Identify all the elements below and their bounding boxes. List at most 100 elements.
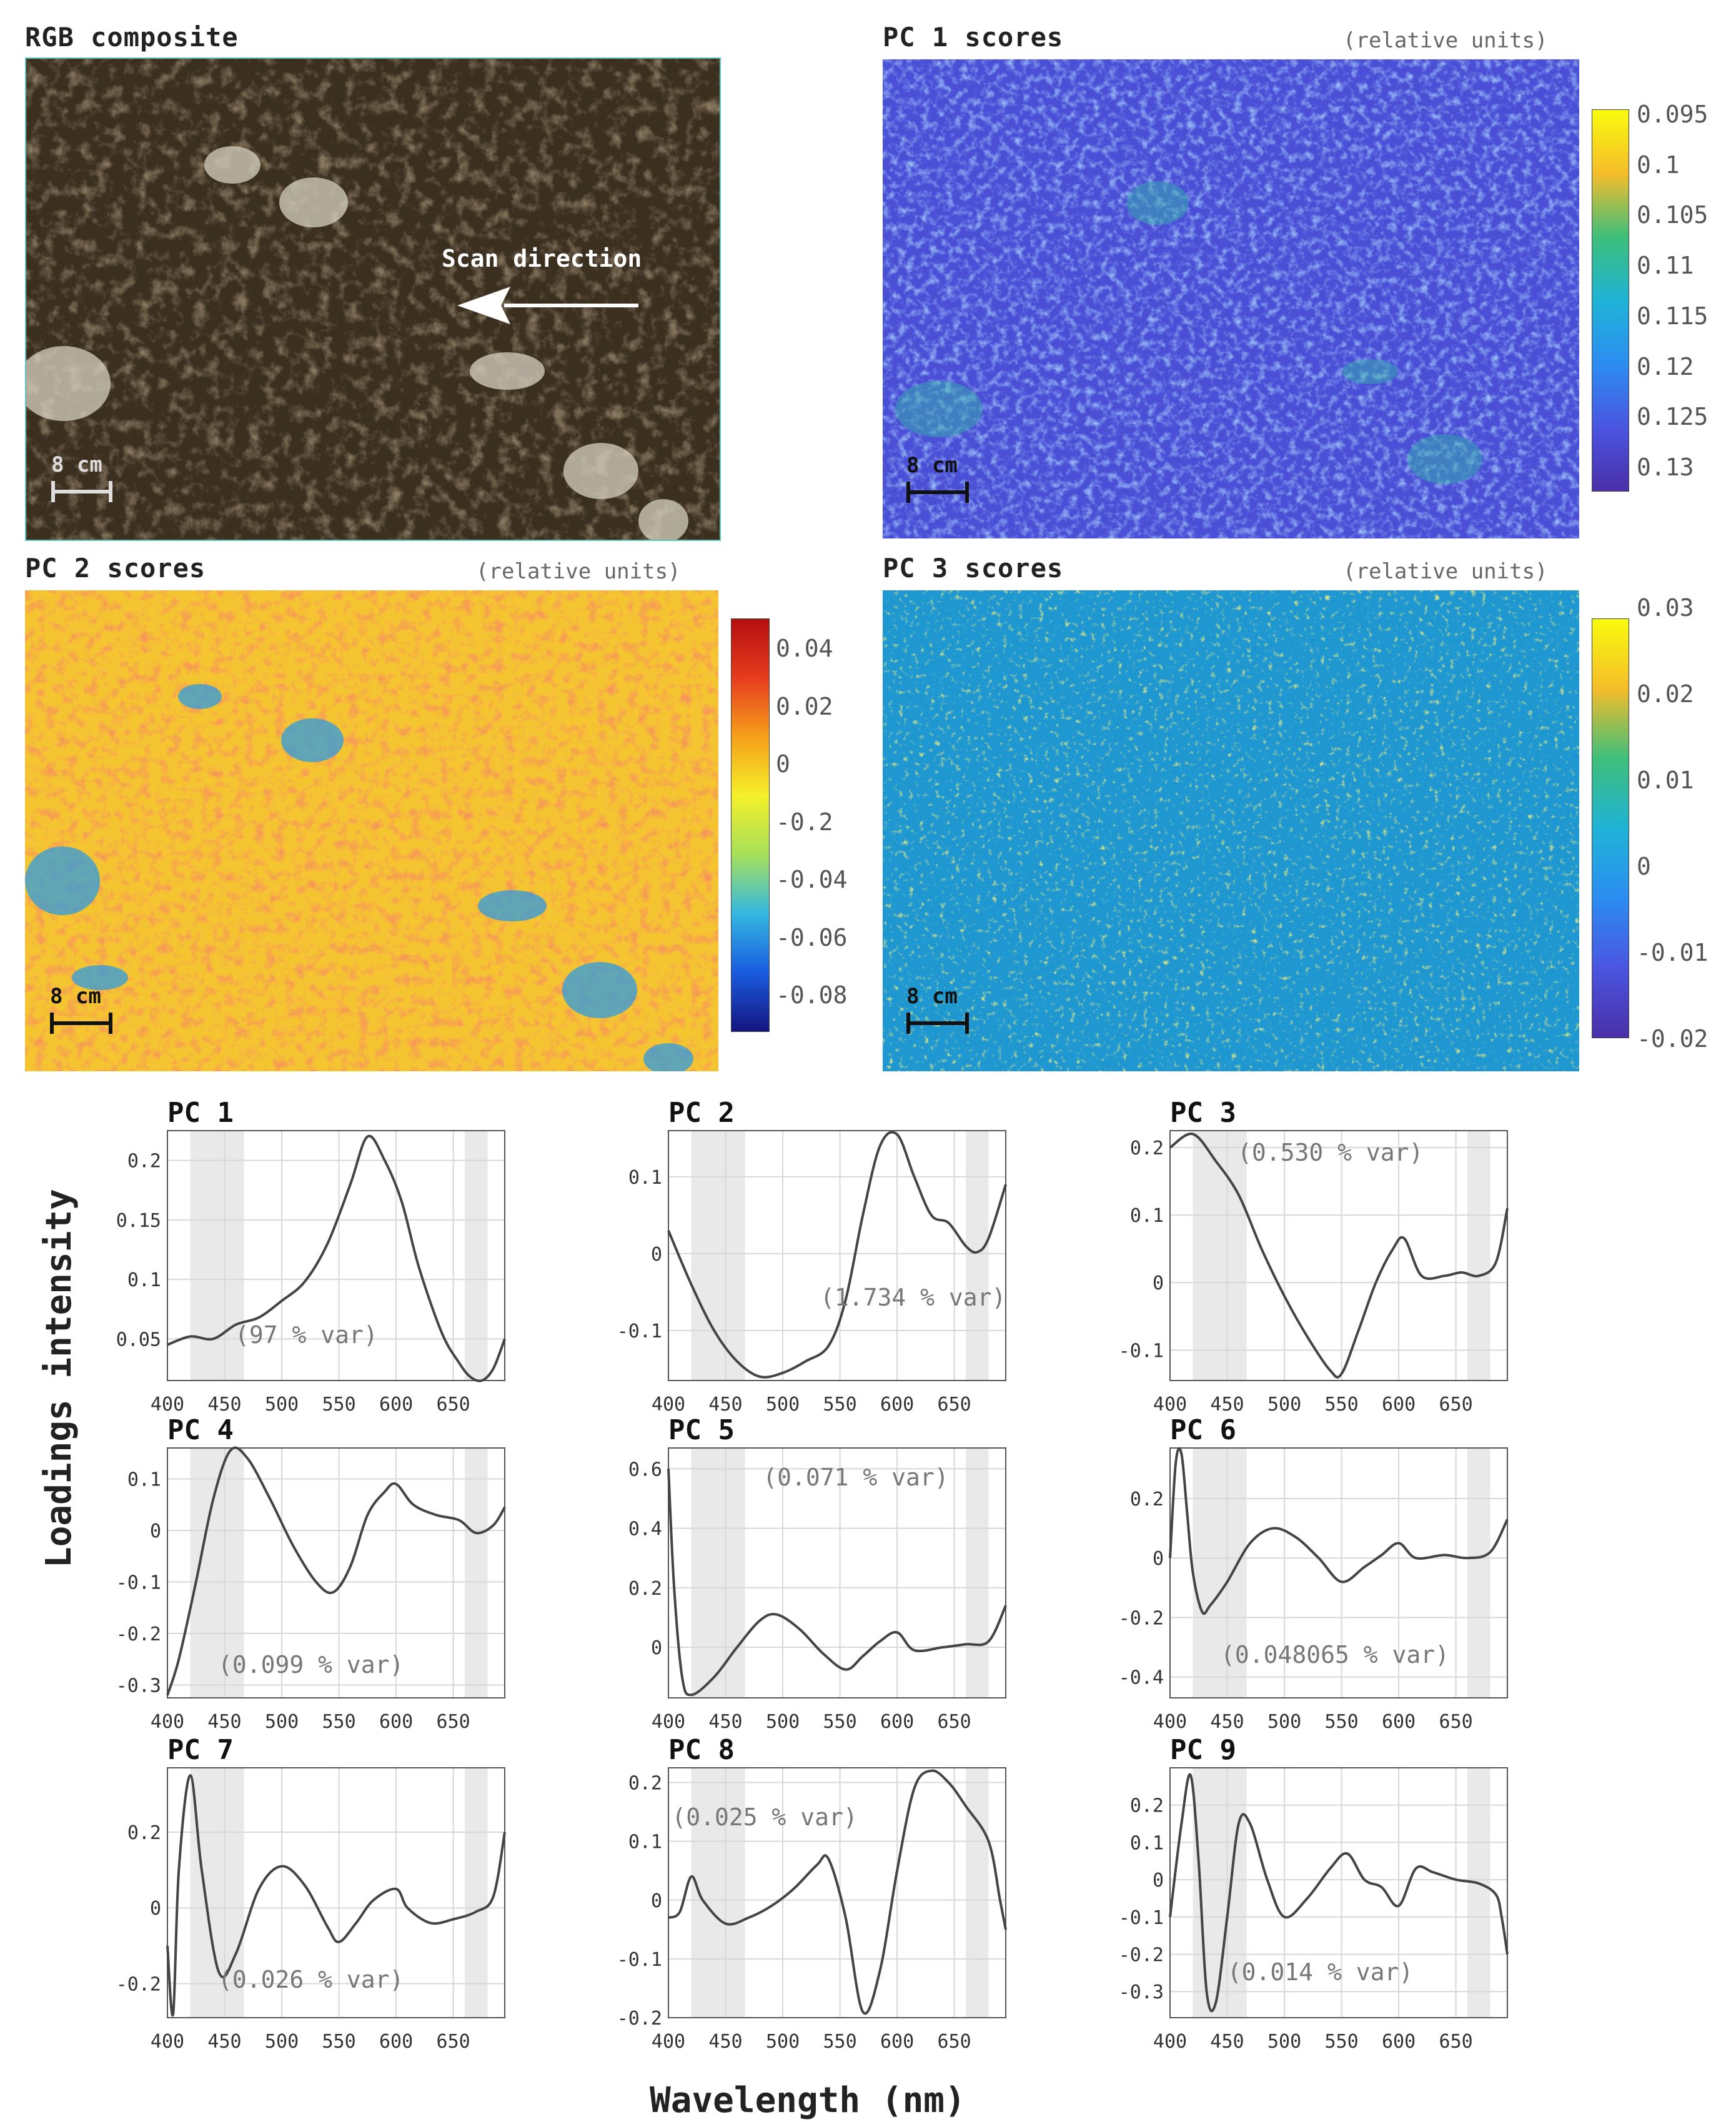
chart-title: PC 9 — [1170, 1734, 1236, 1766]
loadings-chart-8: 400 450 500 550 600 650 -0.2 -0.1 0 0.1 0.2 PC 8 (0.… — [617, 1734, 1007, 2053]
pc1-score-image: 8 cm — [883, 59, 1579, 538]
shaded-band — [691, 1131, 745, 1381]
x-tick-label: 400 — [652, 1394, 685, 1415]
loading-curve — [668, 1769, 1007, 2015]
x-tick-label: 650 — [938, 2031, 971, 2053]
x-tick-label: 450 — [1210, 1711, 1244, 1733]
x-tick-label: 500 — [766, 2031, 800, 2053]
x-tick-label: 400 — [1153, 1394, 1187, 1415]
x-tick-label: 550 — [1324, 1711, 1358, 1733]
y-tick-label: 0.2 — [127, 1151, 161, 1173]
shaded-band — [1467, 1768, 1490, 2018]
plot-area — [167, 1448, 505, 1698]
y-axis-label: Loadings intensity — [39, 1189, 79, 1568]
x-tick-label: 550 — [823, 2031, 856, 2053]
plot-frame — [668, 1447, 1006, 1698]
loading-curve — [1169, 1773, 1509, 2013]
scan-direction-arrow — [457, 287, 638, 324]
x-tick-label: 500 — [1267, 1394, 1301, 1415]
pc3-colorbar-tick: 0.01 — [1637, 766, 1694, 794]
x-tick-label: 550 — [1324, 1394, 1358, 1415]
y-tick-label: 0 — [150, 1898, 161, 1920]
y-tick-label: 0.1 — [628, 1832, 662, 1853]
x-tick-label: 650 — [1439, 1394, 1473, 1415]
plot-area — [1170, 1131, 1507, 1381]
loadings-chart-7: 400 450 500 550 600 650 -0.2 0 0.2 PC 7 (0.026 % v… — [116, 1734, 506, 2053]
plot-frame — [167, 1130, 505, 1381]
plot-area — [668, 1448, 1006, 1698]
pc2-colorbar — [731, 618, 770, 1032]
pc3-colorbar-tick: 0.03 — [1637, 594, 1694, 622]
x-tick-label: 600 — [379, 2031, 413, 2053]
plot-frame — [1169, 1447, 1508, 1698]
pc1-colorbar-tick: 0.11 — [1637, 252, 1694, 280]
y-tick-label: 0.2 — [127, 1822, 161, 1844]
variance-label: (0.048065 % var) — [1221, 1641, 1449, 1668]
shaded-band — [1467, 1448, 1490, 1698]
x-tick-label: 600 — [880, 1394, 914, 1415]
shaded-band — [1193, 1131, 1247, 1381]
loading-curve — [1169, 1133, 1509, 1379]
x-tick-label: 500 — [265, 1394, 299, 1415]
x-tick-label: 500 — [766, 1711, 800, 1733]
x-tick-label: 450 — [207, 1711, 241, 1733]
x-tick-label: 500 — [265, 2031, 299, 2053]
x-tick-label: 550 — [322, 1394, 355, 1415]
y-tick-label: -0.2 — [1119, 1607, 1164, 1629]
x-axis-label: Wavelength (nm) — [650, 2080, 966, 2121]
x-tick-label: 500 — [766, 1394, 800, 1415]
loadings-chart-1: 400 450 500 550 600 650 0.05 0.1 0.15 0.2 PC 1 (97 … — [116, 1097, 506, 1415]
rgb-texture — [26, 59, 720, 540]
rgb-scale-label: 8 cm — [51, 452, 102, 477]
pc3-map-title: PC 3 scores — [883, 553, 1064, 583]
loading-curve — [166, 1446, 506, 1696]
chart-title: PC 8 — [668, 1734, 735, 1766]
loadings-chart-3: 400 450 500 550 600 650 -0.1 0 0.1 0.2 PC 3(0.530 … — [1119, 1097, 1509, 1415]
y-tick-label: -0.3 — [1119, 1981, 1164, 2003]
plot-area — [668, 1768, 1006, 2018]
plot-frame — [1169, 1130, 1508, 1381]
x-tick-label: 600 — [880, 2031, 914, 2053]
shaded-band — [464, 1448, 488, 1698]
x-tick-label: 400 — [1153, 1711, 1187, 1733]
pc1-colorbar — [1592, 109, 1629, 492]
shaded-band — [464, 1768, 488, 2018]
x-tick-label: 650 — [437, 1711, 470, 1733]
pc2-scale-bar: 8 cm — [50, 984, 125, 1046]
pc3-colorbar-tick: 0.02 — [1637, 680, 1694, 708]
plot-frame — [1169, 1767, 1508, 2018]
y-tick-label: 0.2 — [1130, 1138, 1164, 1159]
x-tick-label: 450 — [1210, 2031, 1244, 2053]
x-tick-label: 400 — [1153, 2031, 1187, 2053]
shaded-band — [190, 1448, 244, 1698]
pc1-colorbar-tick: 0.125 — [1637, 403, 1709, 431]
y-tick-label: 0.2 — [1130, 1489, 1164, 1510]
chart-title: PC 4 — [167, 1414, 234, 1446]
plot-frame — [668, 1130, 1006, 1381]
x-tick-label: 550 — [823, 1711, 856, 1733]
plot-frame — [167, 1767, 505, 2018]
variance-label: (0.071 % var) — [763, 1464, 948, 1491]
shaded-band — [965, 1131, 989, 1381]
pc3-scale-bar: 8 cm — [906, 984, 981, 1046]
pc3-map-units: (relative units) — [1343, 559, 1548, 584]
x-tick-label: 600 — [1382, 1711, 1416, 1733]
y-tick-label: 0.2 — [1130, 1795, 1164, 1817]
x-tick-label: 450 — [207, 1394, 241, 1415]
y-tick-label: -0.1 — [617, 1321, 662, 1342]
loadings-chart-4: 400 450 500 550 600 650 -0.3 -0.2 -0.1 0 0.1 PC 4 (0… — [116, 1414, 506, 1733]
loading-curve — [667, 1131, 1007, 1379]
variance-label: (97 % var) — [235, 1321, 378, 1349]
loadings-chart-2: 400 450 500 550 600 650 -0.1 0 0.1 PC 2 (1.734 % v… — [617, 1097, 1007, 1415]
loading-curve — [1169, 1447, 1509, 1615]
x-tick-label: 400 — [151, 2031, 184, 2053]
shaded-band — [190, 1131, 244, 1381]
chart-title: PC 6 — [1170, 1414, 1236, 1446]
pc2-colorbar-tick: -0.06 — [776, 923, 848, 951]
x-tick-label: 450 — [207, 2031, 241, 2053]
rgb-scale-bar: 8 cm — [51, 452, 126, 515]
x-tick-label: 650 — [437, 1394, 470, 1415]
x-tick-label: 400 — [652, 1711, 685, 1733]
y-tick-label: 0 — [651, 1244, 662, 1266]
pc2-colorbar-tick: 0.02 — [776, 692, 833, 720]
